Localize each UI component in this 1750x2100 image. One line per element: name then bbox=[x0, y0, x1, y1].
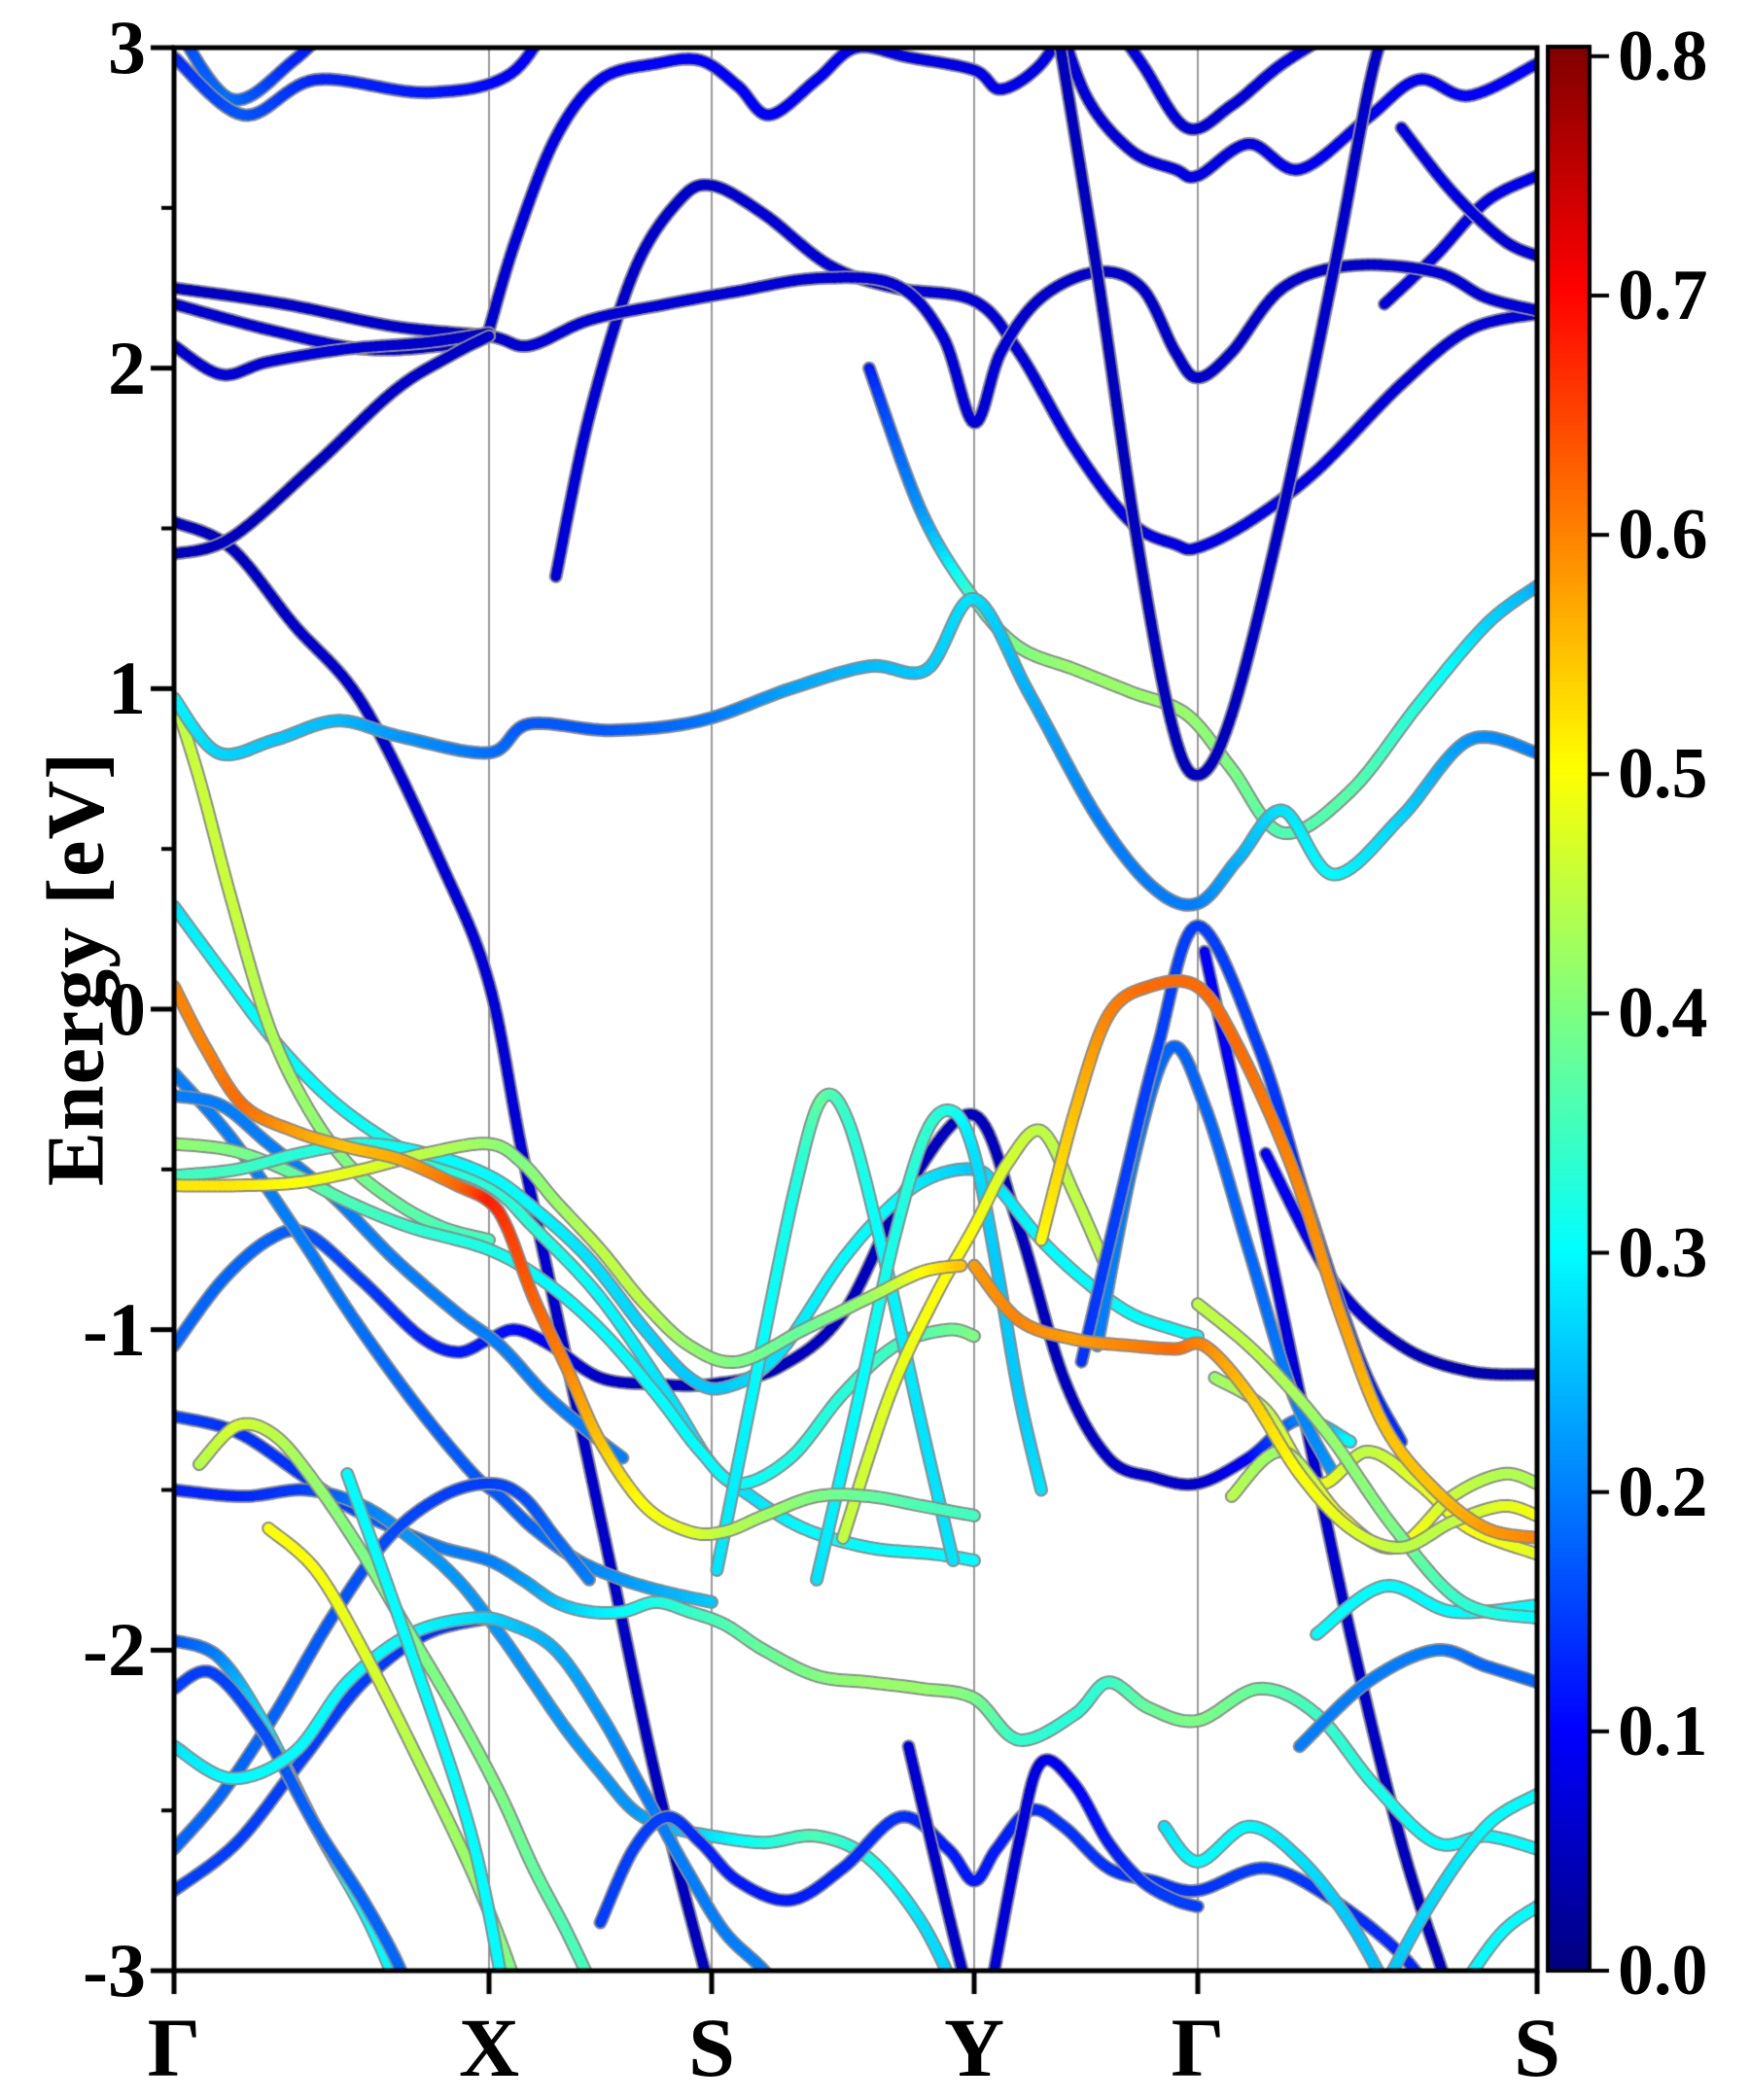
x-tick-label: Γ bbox=[1171, 2001, 1225, 2094]
colorbar-tick-label: 0.4 bbox=[1618, 973, 1708, 1054]
y-tick-label: -1 bbox=[83, 1286, 146, 1372]
colorbar-tick-label: 0.2 bbox=[1618, 1452, 1708, 1532]
y-tick-label: 0 bbox=[108, 966, 146, 1051]
x-tick-label: S bbox=[688, 2001, 735, 2094]
y-tick-label: 3 bbox=[108, 5, 146, 89]
y-tick-label: 2 bbox=[108, 325, 146, 410]
colorbar-tick-label: 0.0 bbox=[1618, 1931, 1708, 2011]
y-tick-label: -2 bbox=[83, 1607, 146, 1693]
x-tick-label: X bbox=[458, 2001, 520, 2094]
y-tick-label: 1 bbox=[108, 646, 146, 731]
colorbar-tick-label: 0.7 bbox=[1618, 255, 1708, 335]
colorbar-tick-label: 0.3 bbox=[1618, 1212, 1708, 1293]
colorbar-tick-label: 0.8 bbox=[1618, 16, 1708, 96]
colorbar-tick-label: 0.5 bbox=[1618, 734, 1708, 815]
colorbar-tick-label: 0.1 bbox=[1618, 1691, 1708, 1771]
colorbar-tick-label: 0.6 bbox=[1618, 495, 1708, 576]
x-tick-label: Γ bbox=[147, 2001, 201, 2094]
y-tick-label: -3 bbox=[83, 1928, 146, 2012]
x-tick-label: S bbox=[1514, 2001, 1560, 2094]
x-tick-label: Y bbox=[943, 2001, 1005, 2094]
